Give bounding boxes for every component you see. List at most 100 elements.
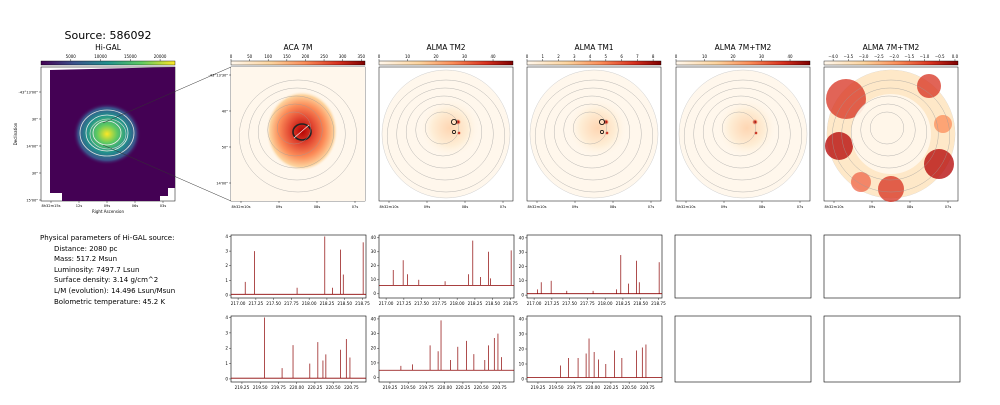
y-tick-label: 50" [222, 145, 229, 149]
y-tick-label: 0 [373, 375, 376, 380]
x-tick-label: 08s [759, 205, 766, 209]
intensity-contour [841, 87, 939, 181]
spectrum-frame [526, 234, 663, 299]
compact-source [752, 119, 758, 125]
source-title: Source: 586092 [65, 29, 152, 42]
x-tick-label: 218.00 [450, 301, 465, 306]
intensity-contour [702, 95, 780, 169]
cbar-tick-label: −1.0 [920, 54, 930, 59]
map-colorbar-alma-tm2 [378, 60, 514, 66]
y-tick-label: 30 [371, 331, 377, 336]
y-tick-label: 1 [225, 278, 228, 283]
physical-parameters: Physical parameters of Hi-GAL source: Di… [40, 233, 175, 307]
param-luminosity: Luminosity: 7497.7 Lsun [54, 265, 140, 274]
intensity-contour [248, 87, 346, 181]
higal-x-tick-label: 8h32m15s [41, 204, 60, 208]
x-tick-label: 220.75 [344, 385, 359, 390]
intensity-contour [693, 87, 791, 181]
cbar-tick-label: 40 [787, 54, 793, 59]
noise-blob [924, 149, 954, 179]
x-tick-label: 217.50 [266, 301, 281, 306]
intensity-contour [869, 111, 905, 145]
x-tick-label: 220.50 [326, 385, 341, 390]
cbar-tick-label: 30 [462, 54, 468, 59]
intensity-contour [860, 103, 916, 157]
y-tick-label: 10 [371, 277, 377, 282]
cbar-tick-label: 0 [378, 54, 381, 59]
beam-contour [292, 123, 312, 141]
spectrum-frame [378, 234, 515, 299]
x-tick-label: 8h32m10s [231, 205, 250, 209]
spectrum-frame [230, 234, 367, 299]
x-tick-label: 217.25 [545, 301, 560, 306]
y-tick-label: 40 [371, 316, 377, 321]
x-tick-label: 07s [500, 205, 507, 209]
x-tick-label: 09s [572, 205, 579, 209]
x-tick-label: 218.25 [320, 301, 335, 306]
y-tick-label: 0 [225, 292, 228, 297]
x-tick-label: 8h32m10s [824, 205, 843, 209]
map-panel-aca-7m: ACA 7M 0 50 100 150 200 250 300 350 8h32m10s 09s 08… [209, 43, 366, 209]
y-tick-label: 30 [519, 331, 525, 336]
x-tick-label: 217.00 [527, 301, 542, 306]
map-title-aca-7m: ACA 7M [284, 43, 313, 52]
x-tick-label: 08s [907, 205, 914, 209]
cbar-tick-label: 7 [636, 54, 639, 59]
x-tick-label: 217.75 [580, 301, 595, 306]
cbar-tick-label: 300 [339, 54, 347, 59]
spectrum-frame [230, 315, 367, 383]
cbar-tick-label: −3.0 [859, 54, 869, 59]
intensity-contour [850, 95, 928, 169]
x-tick-label: 08s [462, 205, 469, 209]
x-tick-label: 09s [869, 205, 876, 209]
higal-y-tick-label: 30" [32, 117, 39, 121]
higal-y-tick-label: -43°13'00" [19, 90, 39, 94]
param-l-over-m: L/M (evolution): 14.496 Lsun/Msun [54, 286, 176, 295]
y-tick-label: 20 [371, 346, 377, 351]
y-tick-label: 40" [222, 109, 229, 113]
cbar-tick-label: 100 [264, 54, 272, 59]
spectrum-panel-6: 219.25 219.50 219.75 220.00 220.25 220.50 220.… [519, 315, 663, 390]
x-tick-label: 218.75 [355, 301, 370, 306]
x-tick-label: 217.50 [414, 301, 429, 306]
y-tick-label: 0 [521, 293, 524, 298]
cbar-tick-label: −3.5 [844, 54, 854, 59]
emission-diffuse [568, 98, 628, 158]
x-tick-label: 220.50 [622, 385, 637, 390]
intensity-contour [712, 103, 768, 157]
spectrum-panel-1: 217.00 217.25 217.50 217.75 218.00 218.25 218.… [225, 234, 370, 306]
source-marker [452, 130, 456, 134]
source-marker [600, 130, 604, 134]
y-tick-label: 10 [519, 361, 525, 366]
x-tick-label: 218.25 [616, 301, 631, 306]
x-tick-label: 07s [352, 205, 359, 209]
x-tick-label: 217.00 [231, 301, 246, 306]
higal-title: Hi-GAL [95, 43, 122, 52]
cbar-tick-label: 0 [526, 54, 529, 59]
y-tick-label: 2 [225, 346, 228, 351]
intensity-contour [553, 95, 631, 169]
y-tick-label: 10 [519, 278, 525, 283]
intensity-contour [572, 111, 608, 145]
higal-panel: Hi-GAL 5000 10000 15000 20000 8h32m15s 12s 09… [13, 43, 176, 214]
cbar-tick-label: −1.5 [904, 54, 914, 59]
intensity-contour [563, 103, 619, 157]
y-tick-label: 14'00" [216, 181, 228, 185]
noise-blob [917, 74, 941, 98]
higal-x-tick-label: 06s [132, 204, 139, 208]
noise-blob [878, 176, 904, 202]
y-tick-label: 1 [225, 361, 228, 366]
cbar-tick-label: 350 [357, 54, 365, 59]
intensity-contour [831, 79, 951, 193]
y-tick-label: 2 [225, 263, 228, 268]
map-title-alma-7m-tm2-feather: ALMA 7M+TM2 [863, 43, 920, 52]
intensity-contour [544, 87, 642, 181]
y-tick-label: 0 [225, 376, 228, 381]
x-tick-label: 219.50 [253, 385, 268, 390]
y-tick-label: 0 [521, 376, 524, 381]
map-panel-alma-tm2: ALMA TM2 0 10 20 30 40 8h32m10s 09s 08s 07s [378, 43, 514, 209]
x-tick-label: 220.25 [308, 385, 323, 390]
x-tick-label: 219.75 [419, 385, 434, 390]
cbar-tick-label: 50 [247, 54, 253, 59]
y-tick-label: 3 [225, 330, 228, 335]
